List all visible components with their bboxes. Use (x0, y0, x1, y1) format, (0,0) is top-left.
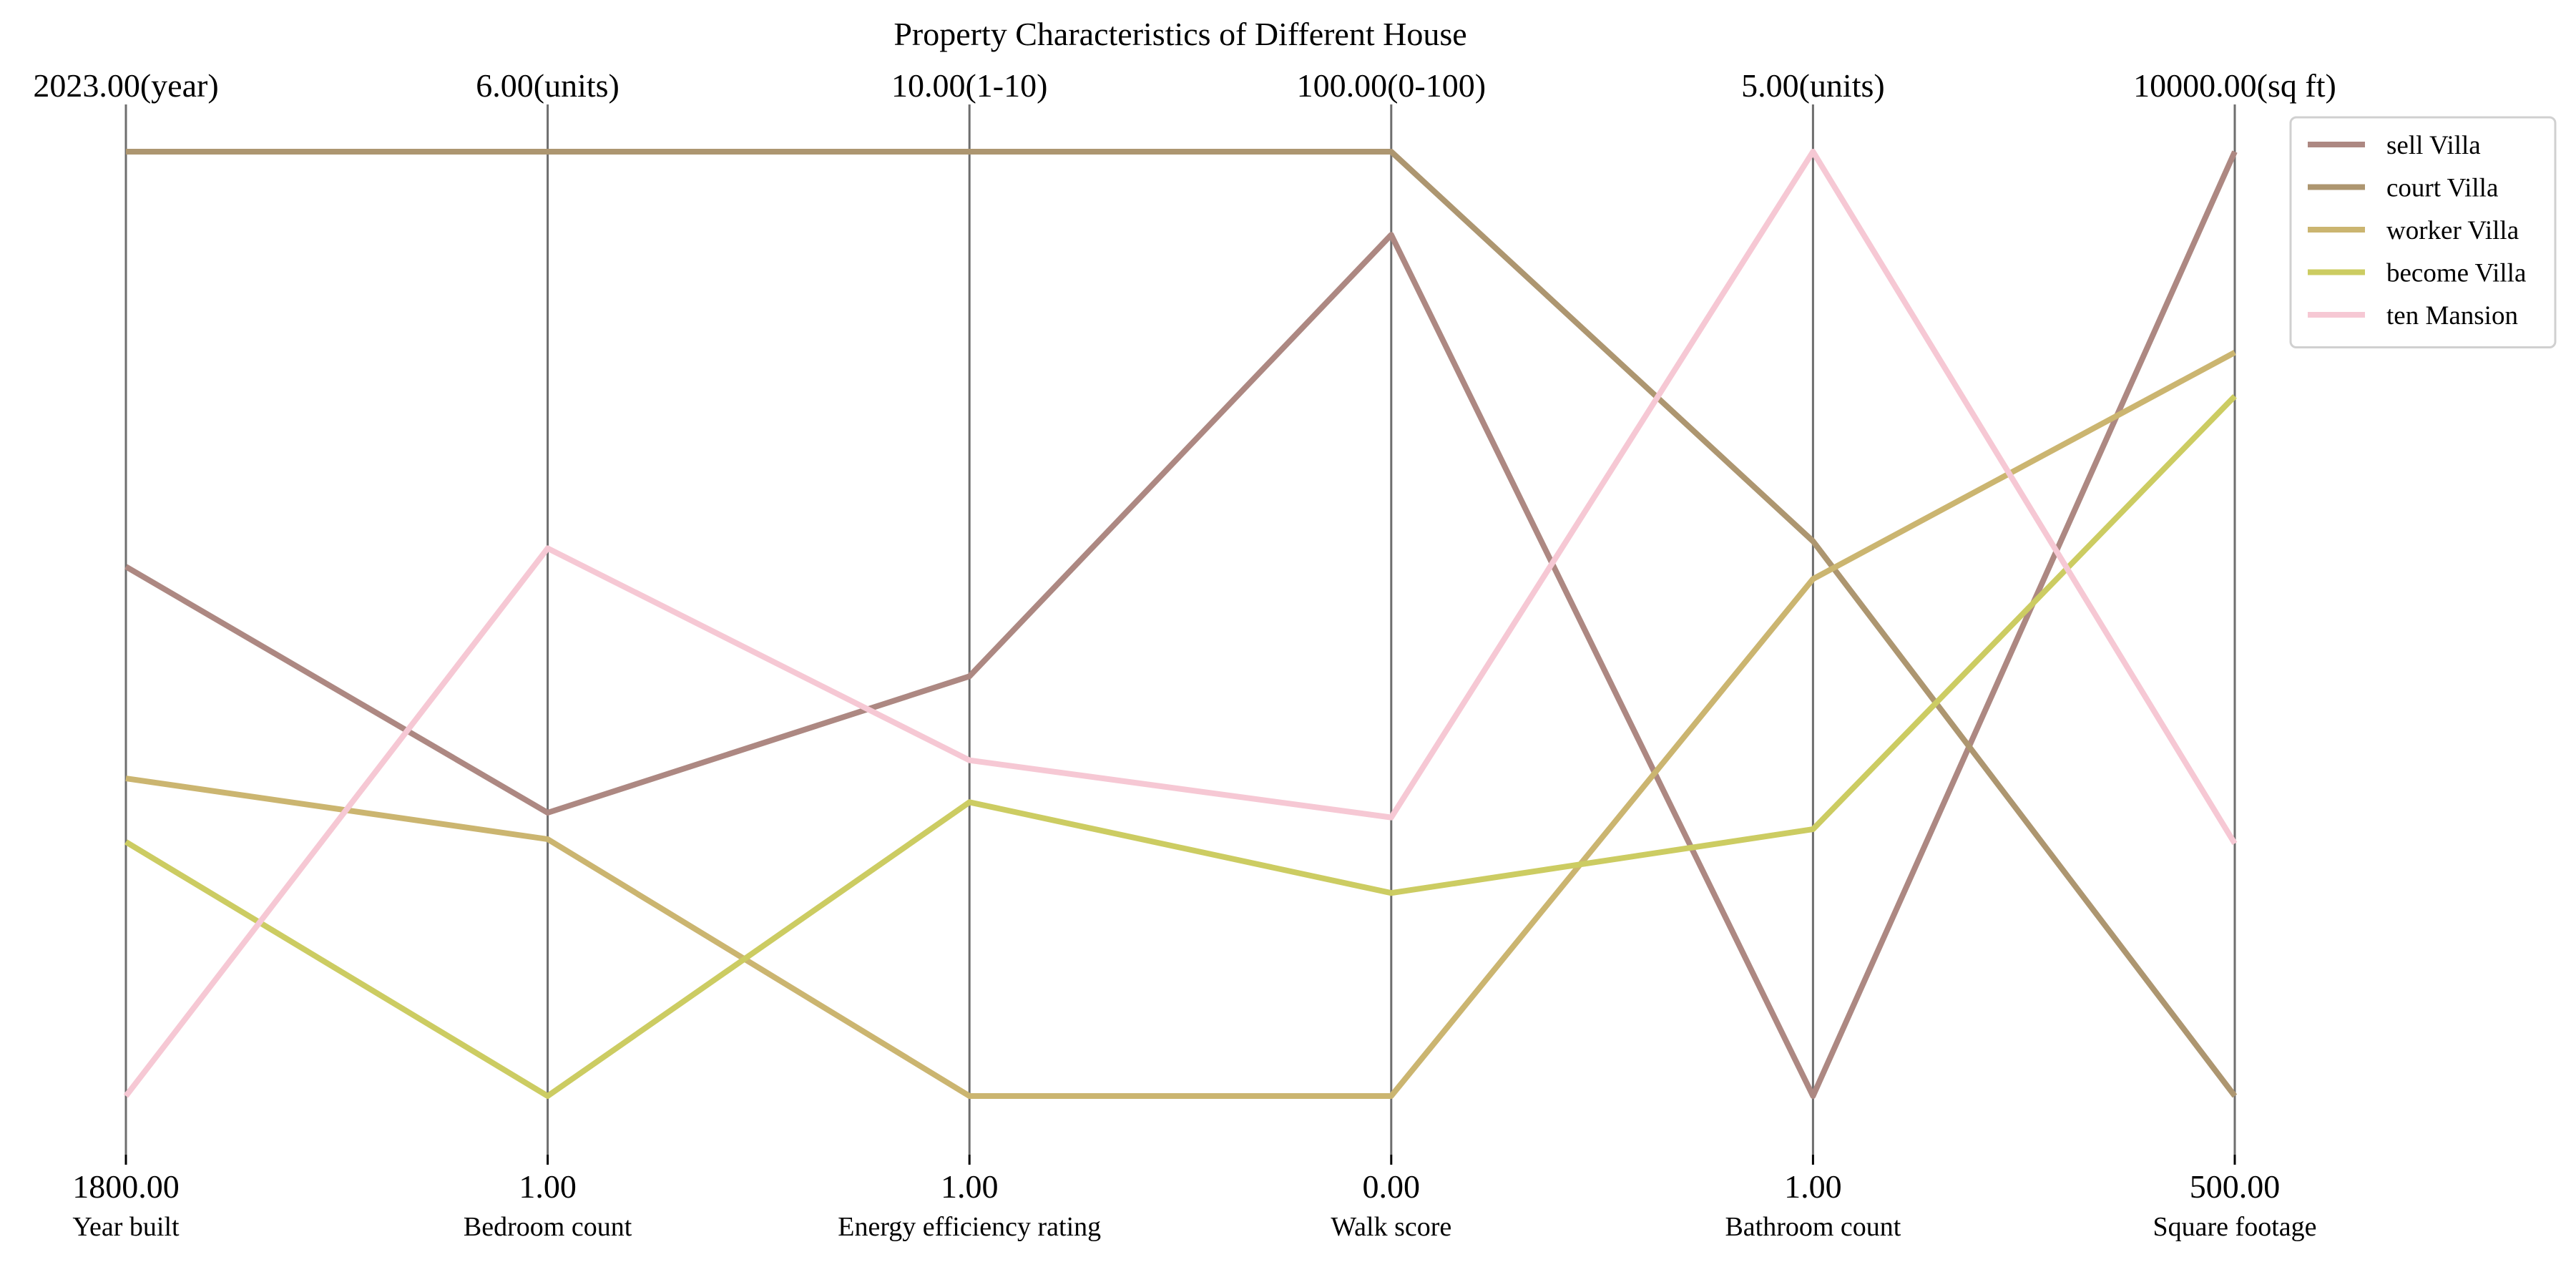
axis-name-energy-efficiency-rating: Energy efficiency rating (838, 1212, 1101, 1242)
axis-year-built: 2023.00(year) 1800.00 Year built (33, 67, 218, 1242)
legend-item-become-villa: become Villa (2308, 259, 2526, 288)
legend-label-worker-villa: worker Villa (2386, 216, 2519, 245)
legend-label-sell-villa: sell Villa (2386, 131, 2481, 160)
legend-label-become-villa: become Villa (2386, 259, 2526, 288)
axis-min-label-bathroom-count: 1.00 (1784, 1168, 1842, 1205)
legend-item-court-villa: court Villa (2308, 174, 2498, 203)
series-line-become-villa (124, 394, 2237, 1099)
legend-label-court-villa: court Villa (2386, 174, 2498, 203)
axis-bathroom-count: 5.00(units) 1.00 Bathroom count (1725, 67, 1901, 1242)
legend-item-worker-villa: worker Villa (2308, 216, 2519, 245)
axis-energy-efficiency-rating: 10.00(1-10) 1.00 Energy efficiency rating (838, 67, 1101, 1242)
legend-item-ten-mansion: ten Mansion (2308, 301, 2518, 331)
series-line-worker-villa (125, 350, 2236, 1099)
axis-name-walk-score: Walk score (1331, 1212, 1451, 1242)
axis-min-label-walk-score: 0.00 (1363, 1168, 1421, 1205)
axes-layer: 2023.00(year) 1800.00 Year built 6.00(units… (33, 67, 2336, 1242)
axis-max-label-bathroom-count: 5.00(units) (1741, 67, 1885, 104)
legend-frame (2289, 116, 2557, 348)
series-layer (123, 149, 2238, 1099)
axis-min-label-bedroom-count: 1.00 (519, 1168, 577, 1205)
legend: sell Villa court Villa worker Villa become … (2289, 116, 2557, 348)
series-line-sell-villa (124, 150, 2238, 1099)
axis-max-label-bedroom-count: 6.00(units) (476, 67, 619, 104)
chart-title: Property Characteristics of Different Ho… (893, 16, 1466, 52)
axis-max-label-year-built: 2023.00(year) (33, 67, 218, 104)
axis-max-label-square-footage: 10000.00(sq ft) (2133, 67, 2336, 104)
axis-max-label-walk-score: 100.00(0-100) (1297, 67, 1486, 104)
axis-walk-score: 100.00(0-100) 0.00 Walk score (1297, 67, 1486, 1242)
series-line-court-villa (126, 149, 2238, 1098)
legend-item-sell-villa: sell Villa (2308, 131, 2481, 160)
axis-max-label-energy-efficiency-rating: 10.00(1-10) (891, 67, 1047, 104)
axis-min-label-square-footage: 500.00 (2190, 1168, 2281, 1205)
axis-name-year-built: Year built (72, 1212, 180, 1242)
axis-min-label-energy-efficiency-rating: 1.00 (941, 1168, 999, 1205)
series-line-ten-mansion (123, 149, 2238, 1098)
axis-square-footage: 10000.00(sq ft) 500.00 Square footage (2133, 67, 2336, 1242)
axis-name-square-footage: Square footage (2153, 1212, 2317, 1242)
axis-bedroom-count: 6.00(units) 1.00 Bedroom count (464, 67, 632, 1242)
axis-name-bathroom-count: Bathroom count (1725, 1212, 1901, 1242)
legend-label-ten-mansion: ten Mansion (2386, 301, 2518, 331)
axis-min-label-year-built: 1800.00 (72, 1168, 180, 1205)
axis-name-bedroom-count: Bedroom count (464, 1212, 632, 1242)
